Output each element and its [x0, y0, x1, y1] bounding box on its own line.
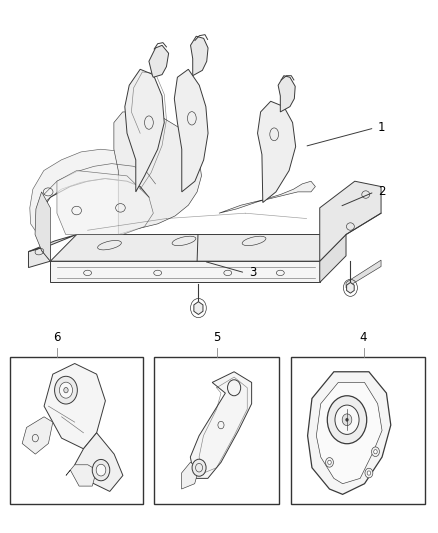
Polygon shape [28, 245, 50, 268]
Polygon shape [219, 181, 315, 213]
Ellipse shape [342, 414, 352, 425]
Polygon shape [307, 372, 391, 495]
Ellipse shape [64, 387, 68, 393]
Polygon shape [50, 261, 320, 282]
Ellipse shape [346, 418, 348, 421]
Ellipse shape [365, 468, 373, 478]
Polygon shape [125, 69, 164, 192]
Bar [291, 357, 425, 504]
Polygon shape [278, 76, 295, 112]
Polygon shape [30, 149, 155, 251]
Polygon shape [191, 36, 208, 76]
Ellipse shape [328, 460, 331, 464]
Ellipse shape [374, 450, 377, 454]
Ellipse shape [335, 405, 359, 434]
Ellipse shape [327, 395, 367, 443]
Polygon shape [35, 192, 50, 261]
Ellipse shape [367, 471, 371, 475]
Ellipse shape [192, 459, 206, 477]
Text: 3: 3 [249, 266, 256, 279]
Polygon shape [316, 383, 382, 484]
Text: 5: 5 [213, 331, 220, 344]
Polygon shape [320, 235, 346, 282]
Ellipse shape [60, 382, 73, 398]
Bar [10, 357, 143, 504]
Polygon shape [346, 260, 381, 288]
Ellipse shape [55, 376, 78, 404]
Polygon shape [22, 417, 53, 454]
Polygon shape [66, 465, 97, 486]
Text: 1: 1 [378, 122, 385, 134]
Text: 6: 6 [53, 331, 61, 344]
Polygon shape [258, 101, 296, 203]
Polygon shape [44, 364, 106, 449]
Polygon shape [114, 112, 201, 235]
Polygon shape [149, 45, 169, 77]
Text: 2: 2 [378, 185, 385, 198]
Polygon shape [57, 171, 153, 235]
Polygon shape [190, 372, 251, 479]
Polygon shape [28, 235, 77, 252]
Polygon shape [181, 462, 199, 489]
Polygon shape [320, 181, 381, 261]
Ellipse shape [371, 447, 379, 456]
Polygon shape [174, 69, 208, 192]
Ellipse shape [92, 459, 110, 481]
Polygon shape [50, 235, 346, 261]
Ellipse shape [325, 457, 333, 467]
Text: 4: 4 [360, 331, 367, 344]
Ellipse shape [96, 464, 106, 476]
Polygon shape [75, 433, 123, 491]
Bar [154, 357, 279, 504]
